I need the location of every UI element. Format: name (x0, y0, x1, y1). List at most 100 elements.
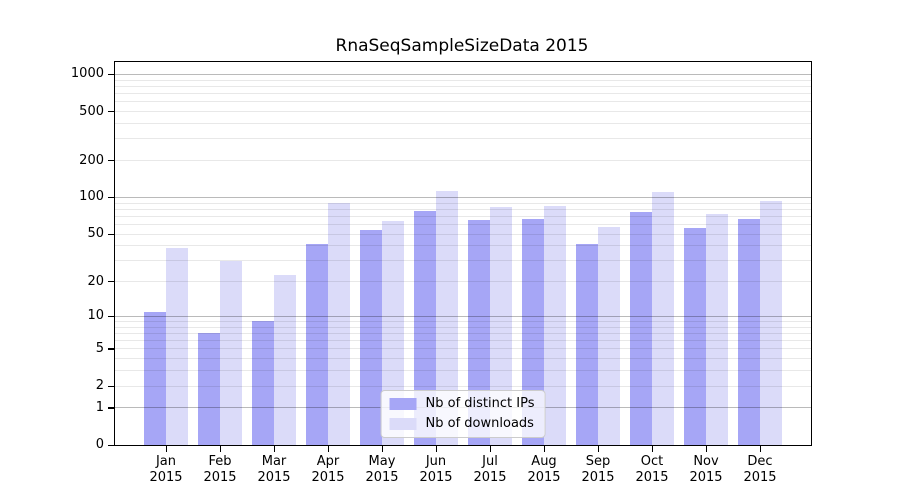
x-tick-label-line: Dec (747, 454, 773, 469)
y-tick-2 (108, 385, 114, 387)
y-tick-label-50: 50 (87, 226, 104, 242)
x-tick-label-line: Jan (155, 454, 177, 469)
bar-nb-of-distinct-ips-3 (306, 244, 328, 445)
x-tick-label-line: 2015 (581, 470, 615, 485)
x-tick-dec (759, 446, 761, 452)
y-tick-1000 (108, 73, 114, 76)
x-tick-label-line: 2015 (473, 470, 507, 485)
x-tick-mar (273, 446, 275, 452)
y-tick-label-1: 1 (95, 399, 104, 415)
y-tick-label-100: 100 (79, 189, 104, 205)
y-tick-200 (108, 160, 114, 162)
y-tick-label-20: 20 (87, 273, 104, 289)
x-tick-feb (219, 446, 221, 452)
bar-nb-of-downloads-10 (706, 214, 728, 445)
x-tick-label-feb: Feb 2015 (188, 454, 252, 486)
x-tick-label-mar: Mar 2015 (242, 454, 306, 486)
bar-nb-of-downloads-8 (598, 227, 620, 445)
x-tick-label-sep: Sep 2015 (566, 454, 630, 486)
x-tick-label-line: 2015 (203, 470, 237, 485)
bar-nb-of-downloads-11 (760, 201, 782, 445)
y-tick-50 (108, 233, 114, 235)
x-tick-label-nov: Nov 2015 (674, 454, 738, 486)
x-tick-label-line: Apr (316, 454, 340, 469)
x-tick-label-jan: Jan 2015 (134, 454, 198, 486)
x-tick-label-line: 2015 (743, 470, 777, 485)
x-tick-label-line: Jun (425, 454, 447, 469)
bar-nb-of-distinct-ips-10 (684, 228, 706, 445)
y-tick-0 (108, 444, 114, 446)
x-tick-may (381, 446, 383, 452)
legend-label: Nb of downloads (425, 416, 534, 431)
x-tick-jul (489, 446, 491, 452)
x-tick-label-line: May (368, 454, 396, 469)
y-tick-label-5: 5 (95, 340, 104, 356)
x-tick-label-oct: Oct 2015 (620, 454, 684, 486)
y-tick-label-1000: 1000 (70, 66, 104, 82)
bar-nb-of-distinct-ips-2 (252, 321, 274, 445)
x-tick-nov (705, 446, 707, 452)
bar-nb-of-distinct-ips-7 (522, 218, 544, 445)
bar-nb-of-distinct-ips-11 (738, 219, 760, 445)
y-tick-label-500: 500 (79, 103, 104, 119)
x-tick-jun (435, 446, 437, 452)
x-tick-label-line: Nov (693, 454, 719, 469)
y-tick-500 (108, 111, 114, 113)
x-tick-label-line: 2015 (689, 470, 723, 485)
bar-nb-of-downloads-0 (166, 248, 188, 445)
bar-nb-of-downloads-2 (274, 274, 296, 445)
x-tick-label-jul: Jul 2015 (458, 454, 522, 486)
x-tick-label-dec: Dec 2015 (728, 454, 792, 486)
x-tick-label-line: 2015 (527, 470, 561, 485)
x-tick-label-line: Mar (261, 454, 287, 469)
chart-title: RnaSeqSampleSizeData 2015 (335, 36, 589, 56)
bar-nb-of-distinct-ips-0 (144, 311, 166, 445)
bar-nb-of-downloads-5 (436, 191, 458, 445)
x-tick-apr (327, 446, 329, 452)
y-tick-10 (108, 315, 114, 318)
legend-swatch-icon (389, 418, 417, 430)
y-tick-label-10: 10 (87, 308, 104, 324)
x-tick-oct (651, 446, 653, 452)
x-tick-label-line: 2015 (149, 470, 183, 485)
x-tick-label-line: Feb (208, 454, 232, 469)
bar-nb-of-distinct-ips-8 (576, 244, 598, 445)
bar-nb-of-distinct-ips-5 (414, 210, 436, 445)
y-tick-label-200: 200 (79, 152, 104, 168)
plot-area: Nb of distinct IPs Nb of downloads 0 1 2 5 10… (71, 61, 812, 485)
bar-nb-of-downloads-1 (220, 260, 242, 445)
x-tick-label-aug: Aug 2015 (512, 454, 576, 486)
x-tick-label-jun: Jun 2015 (404, 454, 468, 486)
y-tick-5 (108, 348, 114, 350)
x-tick-label-line: 2015 (365, 470, 399, 485)
bar-nb-of-distinct-ips-4 (360, 230, 382, 445)
bar-nb-of-downloads-4 (382, 221, 404, 445)
y-tick-100 (108, 196, 114, 199)
x-tick-label-may: May 2015 (350, 454, 414, 486)
y-tick-1 (108, 407, 114, 409)
x-tick-label-line: Sep (585, 454, 611, 469)
x-tick-sep (597, 446, 599, 452)
legend-row-0: Nb of distinct IPs (389, 396, 535, 412)
x-tick-label-line: 2015 (311, 470, 345, 485)
x-tick-label-apr: Apr 2015 (296, 454, 360, 486)
bar-nb-of-downloads-9 (652, 192, 674, 445)
legend-swatch-icon (389, 398, 417, 410)
x-tick-label-line: 2015 (419, 470, 453, 485)
x-tick-label-line: 2015 (635, 470, 669, 485)
bar-nb-of-distinct-ips-1 (198, 333, 220, 445)
bar-nb-of-distinct-ips-6 (468, 220, 490, 445)
x-tick-label-line: Oct (640, 454, 664, 469)
bar-nb-of-downloads-6 (490, 207, 512, 445)
bars-layer (115, 62, 811, 445)
legend-label: Nb of distinct IPs (425, 396, 535, 411)
y-tick-label-2: 2 (95, 378, 104, 394)
bar-nb-of-downloads-3 (328, 203, 350, 445)
bar-nb-of-distinct-ips-9 (630, 211, 652, 445)
x-tick-label-line: 2015 (257, 470, 291, 485)
x-tick-aug (543, 446, 545, 452)
y-tick-20 (108, 281, 114, 283)
x-tick-jan (165, 446, 167, 452)
legend: Nb of distinct IPs Nb of downloads (380, 390, 546, 438)
